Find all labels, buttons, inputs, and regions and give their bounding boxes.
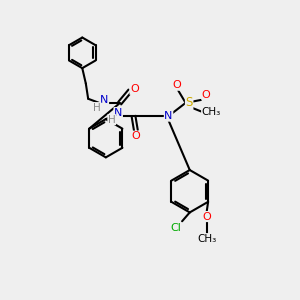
Text: O: O: [202, 212, 211, 221]
Text: N: N: [100, 94, 109, 105]
Text: O: O: [202, 90, 211, 100]
Text: O: O: [130, 84, 139, 94]
Text: N: N: [114, 108, 122, 118]
Text: O: O: [131, 131, 140, 141]
Text: S: S: [185, 96, 193, 110]
Text: CH₃: CH₃: [202, 107, 221, 117]
Text: H: H: [93, 103, 101, 112]
Text: N: N: [164, 111, 173, 121]
Text: H: H: [108, 115, 116, 125]
Text: CH₃: CH₃: [197, 234, 216, 244]
Text: O: O: [172, 80, 181, 90]
Text: Cl: Cl: [171, 223, 182, 233]
